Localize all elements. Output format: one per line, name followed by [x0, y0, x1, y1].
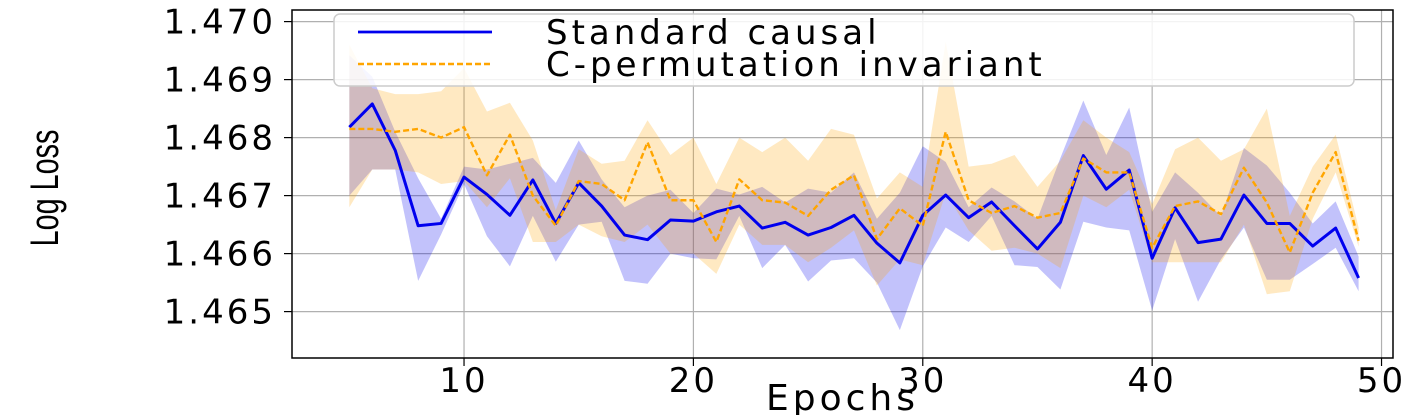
plot-frame — [291, 9, 1394, 359]
x-tick-label: 30 — [898, 361, 947, 401]
legend-box — [333, 13, 1355, 87]
series-lines — [348, 102, 1360, 279]
y-tick-label: 1.465 — [164, 293, 276, 333]
x-tick-label: 50 — [1357, 361, 1406, 401]
y-tick-label: 1.468 — [164, 119, 276, 159]
series-line-standard-causal — [348, 102, 1360, 279]
y-tick-label: 1.467 — [164, 177, 276, 217]
y-axis-ticks: 1.465 1.466 1.467 1.468 1.469 1.470 — [164, 3, 292, 333]
y-axis-label: Log Loss — [22, 130, 67, 247]
band-standard-causal — [349, 55, 1359, 331]
x-tick-label: 20 — [669, 361, 718, 401]
band-c-permutation-invariant — [349, 41, 1359, 295]
series-line-c-permutation-invariant — [349, 125, 1360, 254]
legend-entry-standard-causal: Standard causal — [546, 13, 881, 53]
y-tick-label: 1.466 — [164, 235, 276, 275]
legend-entry-c-permutation-invariant: C-permutation invariant — [546, 45, 1046, 85]
x-tick-label: 10 — [439, 361, 488, 401]
y-tick-label: 1.469 — [164, 61, 276, 101]
x-tick-label: 40 — [1128, 361, 1177, 401]
x-axis-ticks: 10 20 30 40 50 — [439, 358, 1406, 401]
confidence-bands — [349, 41, 1359, 331]
x-axis-label: Epochs — [766, 378, 919, 415]
y-tick-label: 1.470 — [164, 3, 276, 43]
legend: Standard causal C-permutation invariant — [333, 13, 1355, 87]
